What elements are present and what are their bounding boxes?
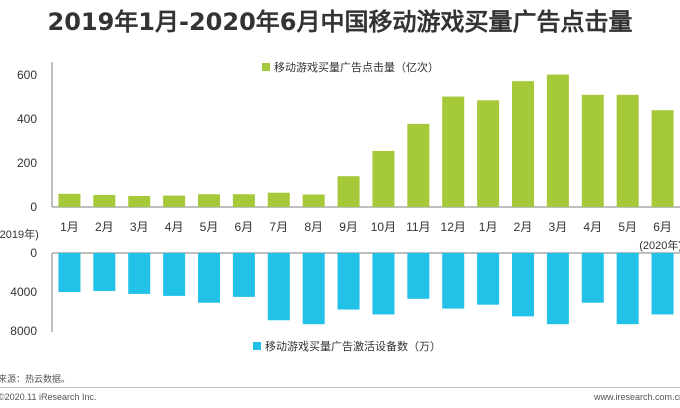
website-link[interactable]: www.iresearch.com.cn xyxy=(593,392,680,402)
x-tick-label: 10月 xyxy=(371,220,396,234)
clicks-bar xyxy=(512,81,534,207)
clicks-legend-swatch xyxy=(262,63,270,71)
clicks-bar xyxy=(616,94,639,207)
x-tick-label: 1月 xyxy=(479,220,498,234)
x-tick-label: 12月 xyxy=(441,220,466,234)
year-end-label: (2020年) xyxy=(639,238,680,252)
activations-bar xyxy=(372,253,395,315)
bottom-y-tick-label: 4000 xyxy=(10,285,37,299)
activations-chart: 0 4000 8000 移动游戏买量广告激活设备数（万） xyxy=(10,246,680,353)
bottom-y-tick-label: 8000 xyxy=(10,324,37,338)
clicks-bar xyxy=(477,100,500,207)
x-tick-label: 11月 xyxy=(406,220,430,234)
copyright-text: ©2020.11 iResearch Inc. xyxy=(0,392,97,402)
x-tick-label: 8月 xyxy=(304,220,323,234)
clicks-bar xyxy=(232,194,255,207)
clicks-bar xyxy=(198,194,220,207)
bottom-y-tick-label: 0 xyxy=(30,246,37,260)
x-tick-label: 7月 xyxy=(269,220,288,234)
activations-bar xyxy=(128,253,151,294)
activations-bar xyxy=(407,253,430,299)
clicks-bar xyxy=(372,150,395,207)
clicks-bar xyxy=(128,196,151,207)
activations-bar xyxy=(512,253,534,317)
clicks-bar xyxy=(546,74,569,207)
clicks-legend-label: 移动游戏买量广告点击量（亿次） xyxy=(274,60,439,74)
activations-bar xyxy=(651,253,674,315)
top-y-tick-label: 200 xyxy=(17,156,37,170)
top-y-tick-label: 600 xyxy=(17,68,37,82)
clicks-bar xyxy=(651,110,674,207)
activations-legend-swatch xyxy=(253,342,261,350)
activations-bar xyxy=(546,253,569,325)
x-tick-label: 2月 xyxy=(514,220,533,234)
activations-bar xyxy=(337,253,360,310)
clicks-bar xyxy=(407,123,430,207)
activations-bar xyxy=(198,253,220,303)
x-tick-label: 3月 xyxy=(130,220,149,234)
clicks-chart: 0 200 400 600 1月 2月 3月 4月 5月 6月 7月 8月 9月 10月 11月 12月 1月 2… xyxy=(0,60,680,252)
activations-bar xyxy=(477,253,500,305)
x-tick-label: 9月 xyxy=(339,220,358,234)
clicks-bar xyxy=(93,194,116,207)
x-tick-label: 2月 xyxy=(95,220,114,234)
activations-bar xyxy=(442,253,465,309)
chart-title: 2019年1月-2020年6月中国移动游戏买量广告点击量 xyxy=(47,8,633,36)
x-tick-label: 4月 xyxy=(165,220,184,234)
clicks-bar xyxy=(267,192,290,207)
activations-legend-label: 移动游戏买量广告激活设备数（万） xyxy=(265,339,441,353)
clicks-bar xyxy=(442,96,465,207)
clicks-bar xyxy=(58,193,81,207)
x-tick-label: 6月 xyxy=(235,220,254,234)
footer-divider xyxy=(0,387,680,388)
clicks-bar xyxy=(337,176,360,207)
x-tick-label: 6月 xyxy=(653,220,672,234)
clicks-bar xyxy=(163,195,186,207)
activations-bar xyxy=(302,253,325,325)
year-start-label: (2019年) xyxy=(0,227,39,241)
x-tick-label: 1月 xyxy=(60,220,79,234)
activations-bar xyxy=(267,253,290,321)
clicks-bar xyxy=(302,194,325,207)
clicks-bar xyxy=(581,94,604,207)
activations-bar xyxy=(93,253,116,292)
activations-bar xyxy=(232,253,255,297)
x-tick-label: 4月 xyxy=(583,220,602,234)
x-tick-label: 5月 xyxy=(618,220,637,234)
x-tick-label: 5月 xyxy=(200,220,219,234)
x-tick-label: 3月 xyxy=(549,220,568,234)
activations-bar xyxy=(163,253,186,296)
top-y-tick-label: 0 xyxy=(30,200,37,214)
top-y-tick-label: 400 xyxy=(17,112,37,126)
activations-bar xyxy=(616,253,639,325)
activations-bar xyxy=(581,253,604,303)
source-note: 来源：热云数据。 xyxy=(0,374,71,384)
activations-bar xyxy=(58,253,81,292)
